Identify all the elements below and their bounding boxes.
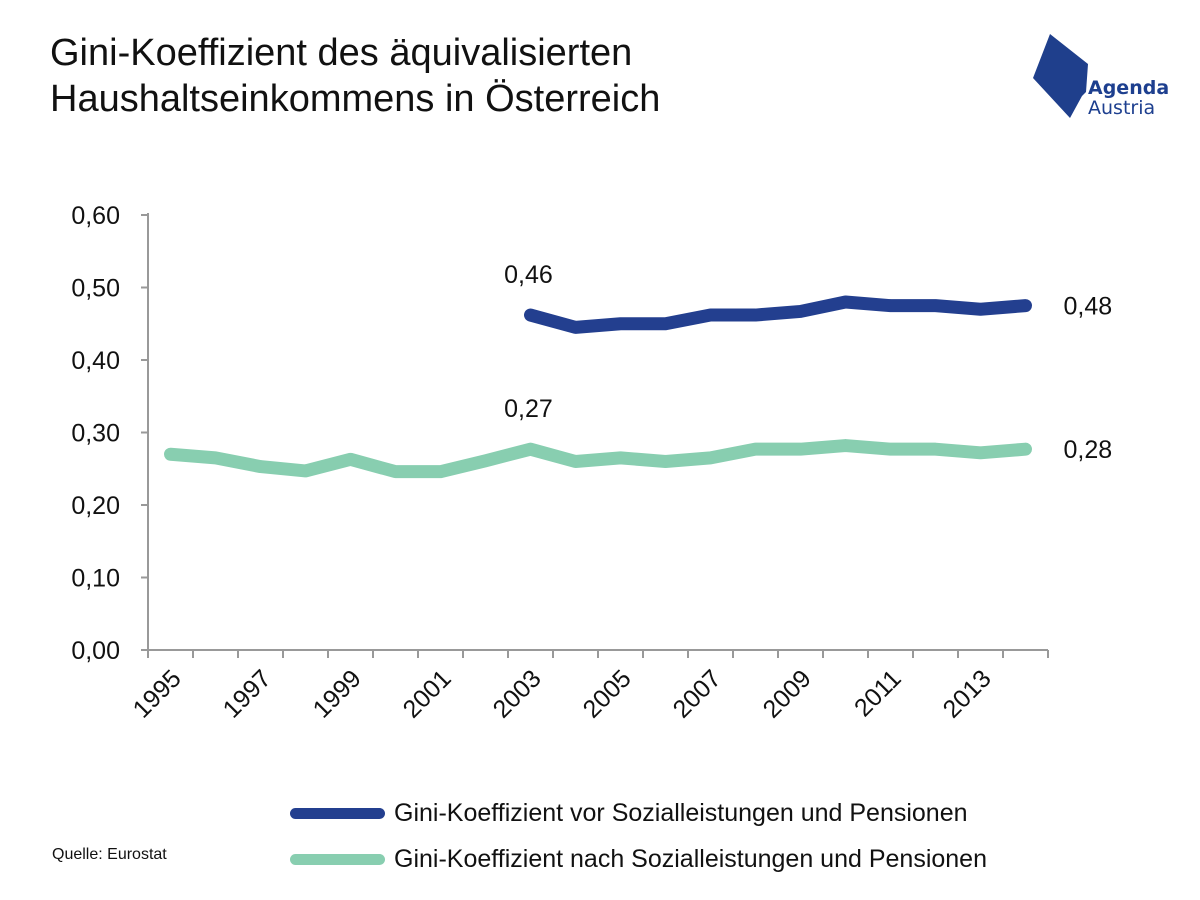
x-tick-label: 2007 (668, 664, 727, 723)
y-axis: 0,00 0,10 0,20 0,30 0,40 0,50 0,60 (71, 202, 149, 665)
x-tick-label: 2009 (758, 664, 817, 723)
x-tick-label: 2013 (938, 664, 997, 723)
x-axis: 1995 1997 1999 2001 2003 2005 2007 2009 2011 2013 (128, 649, 1049, 724)
agenda-austria-logo-icon (1033, 34, 1088, 118)
series-line-1 (164, 439, 1032, 479)
y-tick-label: 0,00 (71, 637, 120, 665)
x-tick-label: 2003 (488, 664, 547, 723)
data-label: 0,28 (1064, 436, 1113, 464)
x-tick-label: 1995 (128, 664, 187, 723)
x-tick-label: 2001 (398, 664, 457, 723)
x-tick-label: 1999 (308, 664, 367, 723)
data-label: 0,27 (504, 395, 553, 423)
logo-text-austria: Austria (1088, 97, 1156, 119)
chart-title-line-2: Haushaltseinkommens in Österreich (50, 78, 661, 120)
data-labels: 0,46 0,48 0,27 0,28 (504, 261, 1112, 464)
legend-swatch-nach (290, 854, 385, 865)
source-note: Quelle: Eurostat (52, 846, 167, 863)
chart-title-line-1: Gini-Koeffizient des äquivalisierten (50, 32, 633, 74)
x-tick-label: 2011 (849, 664, 907, 722)
chart-title: Gini-Koeffizient des äquivalisierten Hau… (50, 30, 1010, 122)
y-tick-label: 0,10 (71, 565, 120, 593)
y-tick-label: 0,50 (71, 275, 120, 303)
y-tick-label: 0,40 (71, 347, 120, 375)
data-label: 0,48 (1064, 293, 1113, 321)
x-tick-label: 2005 (578, 664, 637, 723)
y-tick-label: 0,30 (71, 420, 120, 448)
legend-label-vor: Gini-Koeffizient vor Sozialleistungen un… (394, 799, 968, 827)
series-lines (164, 295, 1032, 479)
x-tick-label: 1997 (218, 664, 277, 723)
legend-swatch-vor (290, 808, 385, 819)
logo-text-agenda: Agenda (1088, 77, 1170, 99)
series-line-0 (524, 295, 1032, 334)
legend-label-nach: Gini-Koeffizient nach Sozialleistungen u… (394, 845, 987, 873)
y-tick-label: 0,60 (71, 202, 120, 230)
y-tick-label: 0,20 (71, 492, 120, 520)
data-label: 0,46 (504, 261, 553, 289)
